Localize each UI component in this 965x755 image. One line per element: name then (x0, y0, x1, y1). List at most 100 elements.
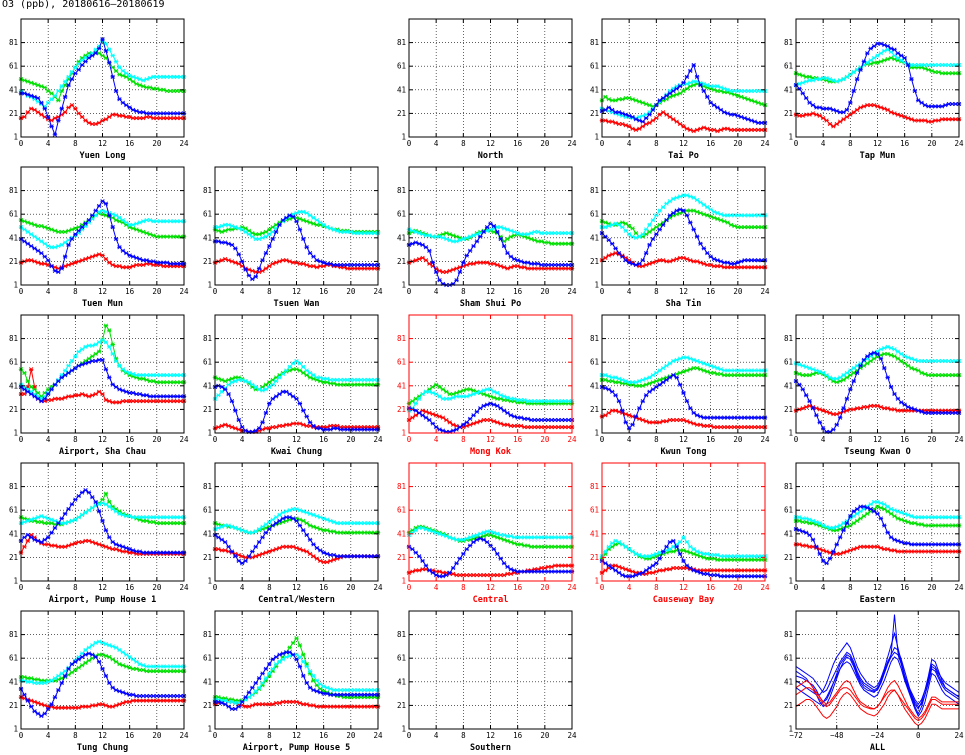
x-tick-label: 0 (19, 435, 24, 444)
data-point (643, 251, 649, 256)
x-tick-label: 16 (319, 731, 329, 740)
x-tick-label: 12 (679, 435, 688, 444)
x-tick-label: 4 (240, 435, 245, 444)
x-tick-label: 20 (733, 435, 743, 444)
y-tick-label: 61 (590, 506, 599, 515)
data-point (488, 543, 493, 548)
data-point (267, 243, 272, 249)
data-point (56, 378, 61, 384)
x-tick-label: 4 (46, 435, 51, 444)
series-blue (18, 36, 187, 137)
data-point (107, 535, 112, 540)
data-point (444, 389, 449, 394)
y-tick-label: 21 (397, 405, 406, 414)
data-point (854, 107, 860, 112)
panel-title: Causeway Bay (653, 595, 714, 605)
series-blue (212, 650, 381, 712)
data-point (110, 382, 115, 387)
data-point (495, 229, 500, 235)
data-point (314, 678, 320, 683)
data-point (671, 373, 676, 378)
y-tick-label: 61 (397, 506, 406, 515)
data-point (290, 361, 296, 366)
x-tick-label: 20 (540, 435, 550, 444)
data-point (113, 213, 119, 218)
data-point (626, 223, 632, 229)
data-point (45, 100, 51, 105)
data-point (304, 532, 309, 538)
data-point (301, 518, 306, 523)
data-point (107, 260, 112, 265)
series-green (599, 208, 768, 239)
plot-frame (408, 610, 573, 730)
panel-airport-pump-house-1: 0 4 8 12 16 20 24 1 21 41 61 81 Airport, Pump House … (9, 462, 189, 605)
data-point (28, 704, 34, 709)
data-point (616, 570, 622, 575)
x-tick-label: 20 (346, 731, 356, 740)
data-point (844, 114, 850, 120)
data-point (491, 547, 497, 552)
data-point (684, 74, 690, 79)
x-tick-label: 12 (873, 139, 882, 148)
data-point (100, 36, 105, 42)
x-tick-label: 12 (486, 287, 495, 296)
y-tick-label: 1 (13, 725, 18, 734)
data-point (664, 544, 669, 549)
data-point (865, 354, 870, 359)
data-point (885, 509, 890, 514)
data-point (620, 254, 625, 259)
data-point (22, 544, 27, 549)
data-point (674, 86, 679, 91)
data-point (96, 389, 102, 394)
x-tick-label: 20 (733, 583, 743, 592)
data-point (892, 354, 897, 359)
data-point (454, 561, 459, 566)
data-point (694, 197, 700, 203)
data-point (427, 568, 432, 573)
panel-tseung-kwan-o: 0 4 8 12 16 20 24 1 21 41 61 81 Tseung Kwan O (784, 314, 964, 457)
data-point (640, 399, 645, 404)
data-point (854, 511, 860, 516)
y-tick-label: 1 (788, 133, 793, 142)
series-red (18, 367, 187, 405)
x-tick-label: 20 (152, 287, 162, 296)
data-point (62, 110, 68, 115)
x-tick-label: 24 (760, 583, 770, 592)
data-point (643, 393, 649, 398)
data-point (603, 568, 608, 573)
data-point (457, 556, 463, 561)
y-tick-label: 81 (9, 38, 18, 47)
y-tick-label: 1 (401, 725, 406, 734)
y-tick-label: 1 (13, 577, 18, 586)
data-point (603, 255, 608, 260)
data-point (647, 375, 652, 380)
panel-tuen-mun: 0 4 8 12 16 20 24 1 21 41 61 81 Tuen Mun (9, 166, 189, 309)
data-point (120, 217, 126, 223)
x-tick-label: 12 (98, 583, 107, 592)
data-point (609, 565, 615, 571)
series-cyan (793, 344, 962, 381)
data-point (256, 539, 262, 545)
y-tick-label: 41 (784, 529, 793, 538)
data-point (613, 246, 618, 251)
y-tick-label: 81 (397, 186, 406, 195)
data-point (73, 517, 78, 522)
data-point (270, 382, 275, 387)
data-point (461, 422, 466, 427)
x-tick-label: 16 (125, 583, 135, 592)
data-point (454, 278, 459, 283)
y-tick-label: 41 (590, 233, 599, 242)
data-point (100, 53, 105, 58)
data-point (250, 276, 255, 282)
data-point (304, 368, 309, 373)
data-point (647, 242, 652, 247)
data-point (226, 704, 231, 709)
data-point (113, 358, 119, 364)
data-point (107, 375, 112, 380)
x-tick-label: 20 (927, 583, 937, 592)
data-point (45, 706, 51, 712)
panel-title: Tuen Mun (82, 299, 123, 309)
plot-frame (408, 18, 573, 138)
x-tick-label: 8 (73, 583, 78, 592)
x-tick-label: 16 (125, 731, 135, 740)
